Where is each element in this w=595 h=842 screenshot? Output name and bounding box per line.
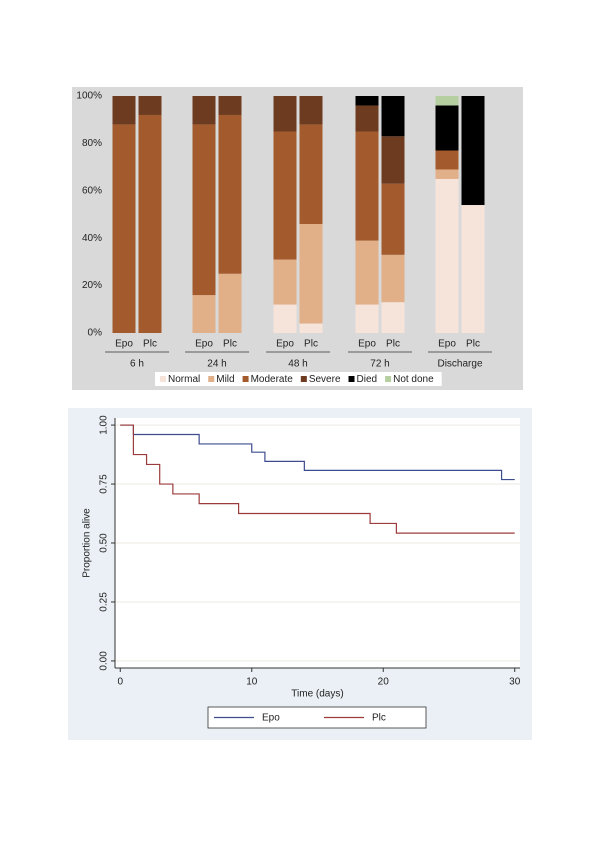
x-axis-label: Time (days) <box>291 689 343 700</box>
x-tick-label: Epo <box>438 339 456 350</box>
survival-line <box>120 424 515 481</box>
legend-label: Moderate <box>251 374 294 385</box>
bar-segment <box>299 96 323 125</box>
y-tick-label: 100% <box>76 91 102 102</box>
bar-segment <box>218 114 242 274</box>
x-tick-label: Epo <box>195 339 213 350</box>
legend-label: Epo <box>262 713 280 724</box>
x-tick-label: 20 <box>378 677 390 688</box>
bar-segment <box>112 96 136 125</box>
bar-segment <box>435 150 459 170</box>
bar-segment <box>381 183 405 255</box>
bar-segment <box>435 169 459 179</box>
y-tick-label: 0% <box>88 328 103 339</box>
x-tick-label: Plc <box>223 339 237 350</box>
legend-label: Normal <box>168 374 200 385</box>
legend-swatch <box>242 376 249 382</box>
x-tick-label: 0 <box>117 677 123 688</box>
bar-segment <box>138 96 162 115</box>
bar-segment <box>435 105 459 151</box>
legend-swatch <box>348 376 355 382</box>
group-label: 6 h <box>130 359 144 370</box>
y-tick-label: 40% <box>82 233 102 244</box>
legend-label: Mild <box>216 374 234 385</box>
bar-segment <box>273 304 297 333</box>
group-label: 48 h <box>288 359 307 370</box>
y-tick-label: 0.75 <box>99 474 110 494</box>
legend-swatch <box>208 376 215 382</box>
legend-label: Severe <box>309 374 341 385</box>
x-tick-label: Plc <box>304 339 318 350</box>
x-tick-label: Plc <box>143 339 157 350</box>
bar-segment <box>381 136 405 184</box>
bar-segment <box>461 205 485 333</box>
legend-swatch <box>385 376 392 382</box>
x-tick-label: Plc <box>466 339 480 350</box>
bar-segment <box>355 304 379 333</box>
legend-box <box>155 372 442 386</box>
bar-segment <box>192 124 216 296</box>
bar-segment <box>192 96 216 125</box>
bar-segment <box>112 124 136 333</box>
y-axis-label: Proportion alive <box>82 508 93 578</box>
x-tick-label: Epo <box>358 339 376 350</box>
bar-segment <box>273 131 297 260</box>
x-tick-label: 10 <box>246 677 258 688</box>
x-tick-label: Epo <box>115 339 133 350</box>
x-tick-label: 30 <box>509 677 521 688</box>
bar-segment <box>273 96 297 132</box>
x-tick-label: Plc <box>386 339 400 350</box>
bar-segment <box>461 96 485 206</box>
bar-segment <box>355 105 379 132</box>
bar-segment <box>355 131 379 241</box>
y-tick-label: 0.50 <box>99 533 110 553</box>
y-tick-label: 0.00 <box>99 651 110 671</box>
bar-segment <box>381 302 405 333</box>
bar-segment <box>355 240 379 305</box>
survival-line <box>120 424 515 534</box>
bar-segment <box>381 254 405 303</box>
legend-label: Not done <box>393 374 434 385</box>
bar-segment <box>138 114 162 334</box>
legend-label: Plc <box>372 713 386 724</box>
bar-segment <box>273 259 297 305</box>
bar-segment <box>299 124 323 224</box>
y-tick-label: 60% <box>82 185 102 196</box>
bar-segment <box>192 295 216 333</box>
group-label: 72 h <box>370 359 389 370</box>
bar-segment <box>355 96 379 106</box>
group-label: 24 h <box>207 359 226 370</box>
bar-segment <box>435 96 459 106</box>
legend-swatch <box>300 376 307 382</box>
bar-segment <box>218 96 242 115</box>
legend-box <box>207 706 427 729</box>
x-tick-label: Epo <box>276 339 294 350</box>
y-tick-label: 20% <box>82 280 102 291</box>
legend-label: Died <box>357 374 378 385</box>
bar-segment <box>381 96 405 137</box>
y-tick-label: 0.25 <box>99 592 110 612</box>
bar-segment <box>299 223 323 324</box>
bar-segment <box>218 273 242 333</box>
bar-segment <box>435 178 459 333</box>
bar-segment <box>299 323 323 333</box>
y-tick-label: 1.00 <box>99 415 110 435</box>
legend-swatch <box>160 376 166 382</box>
y-tick-label: 80% <box>82 138 102 149</box>
group-label: Discharge <box>437 359 482 370</box>
